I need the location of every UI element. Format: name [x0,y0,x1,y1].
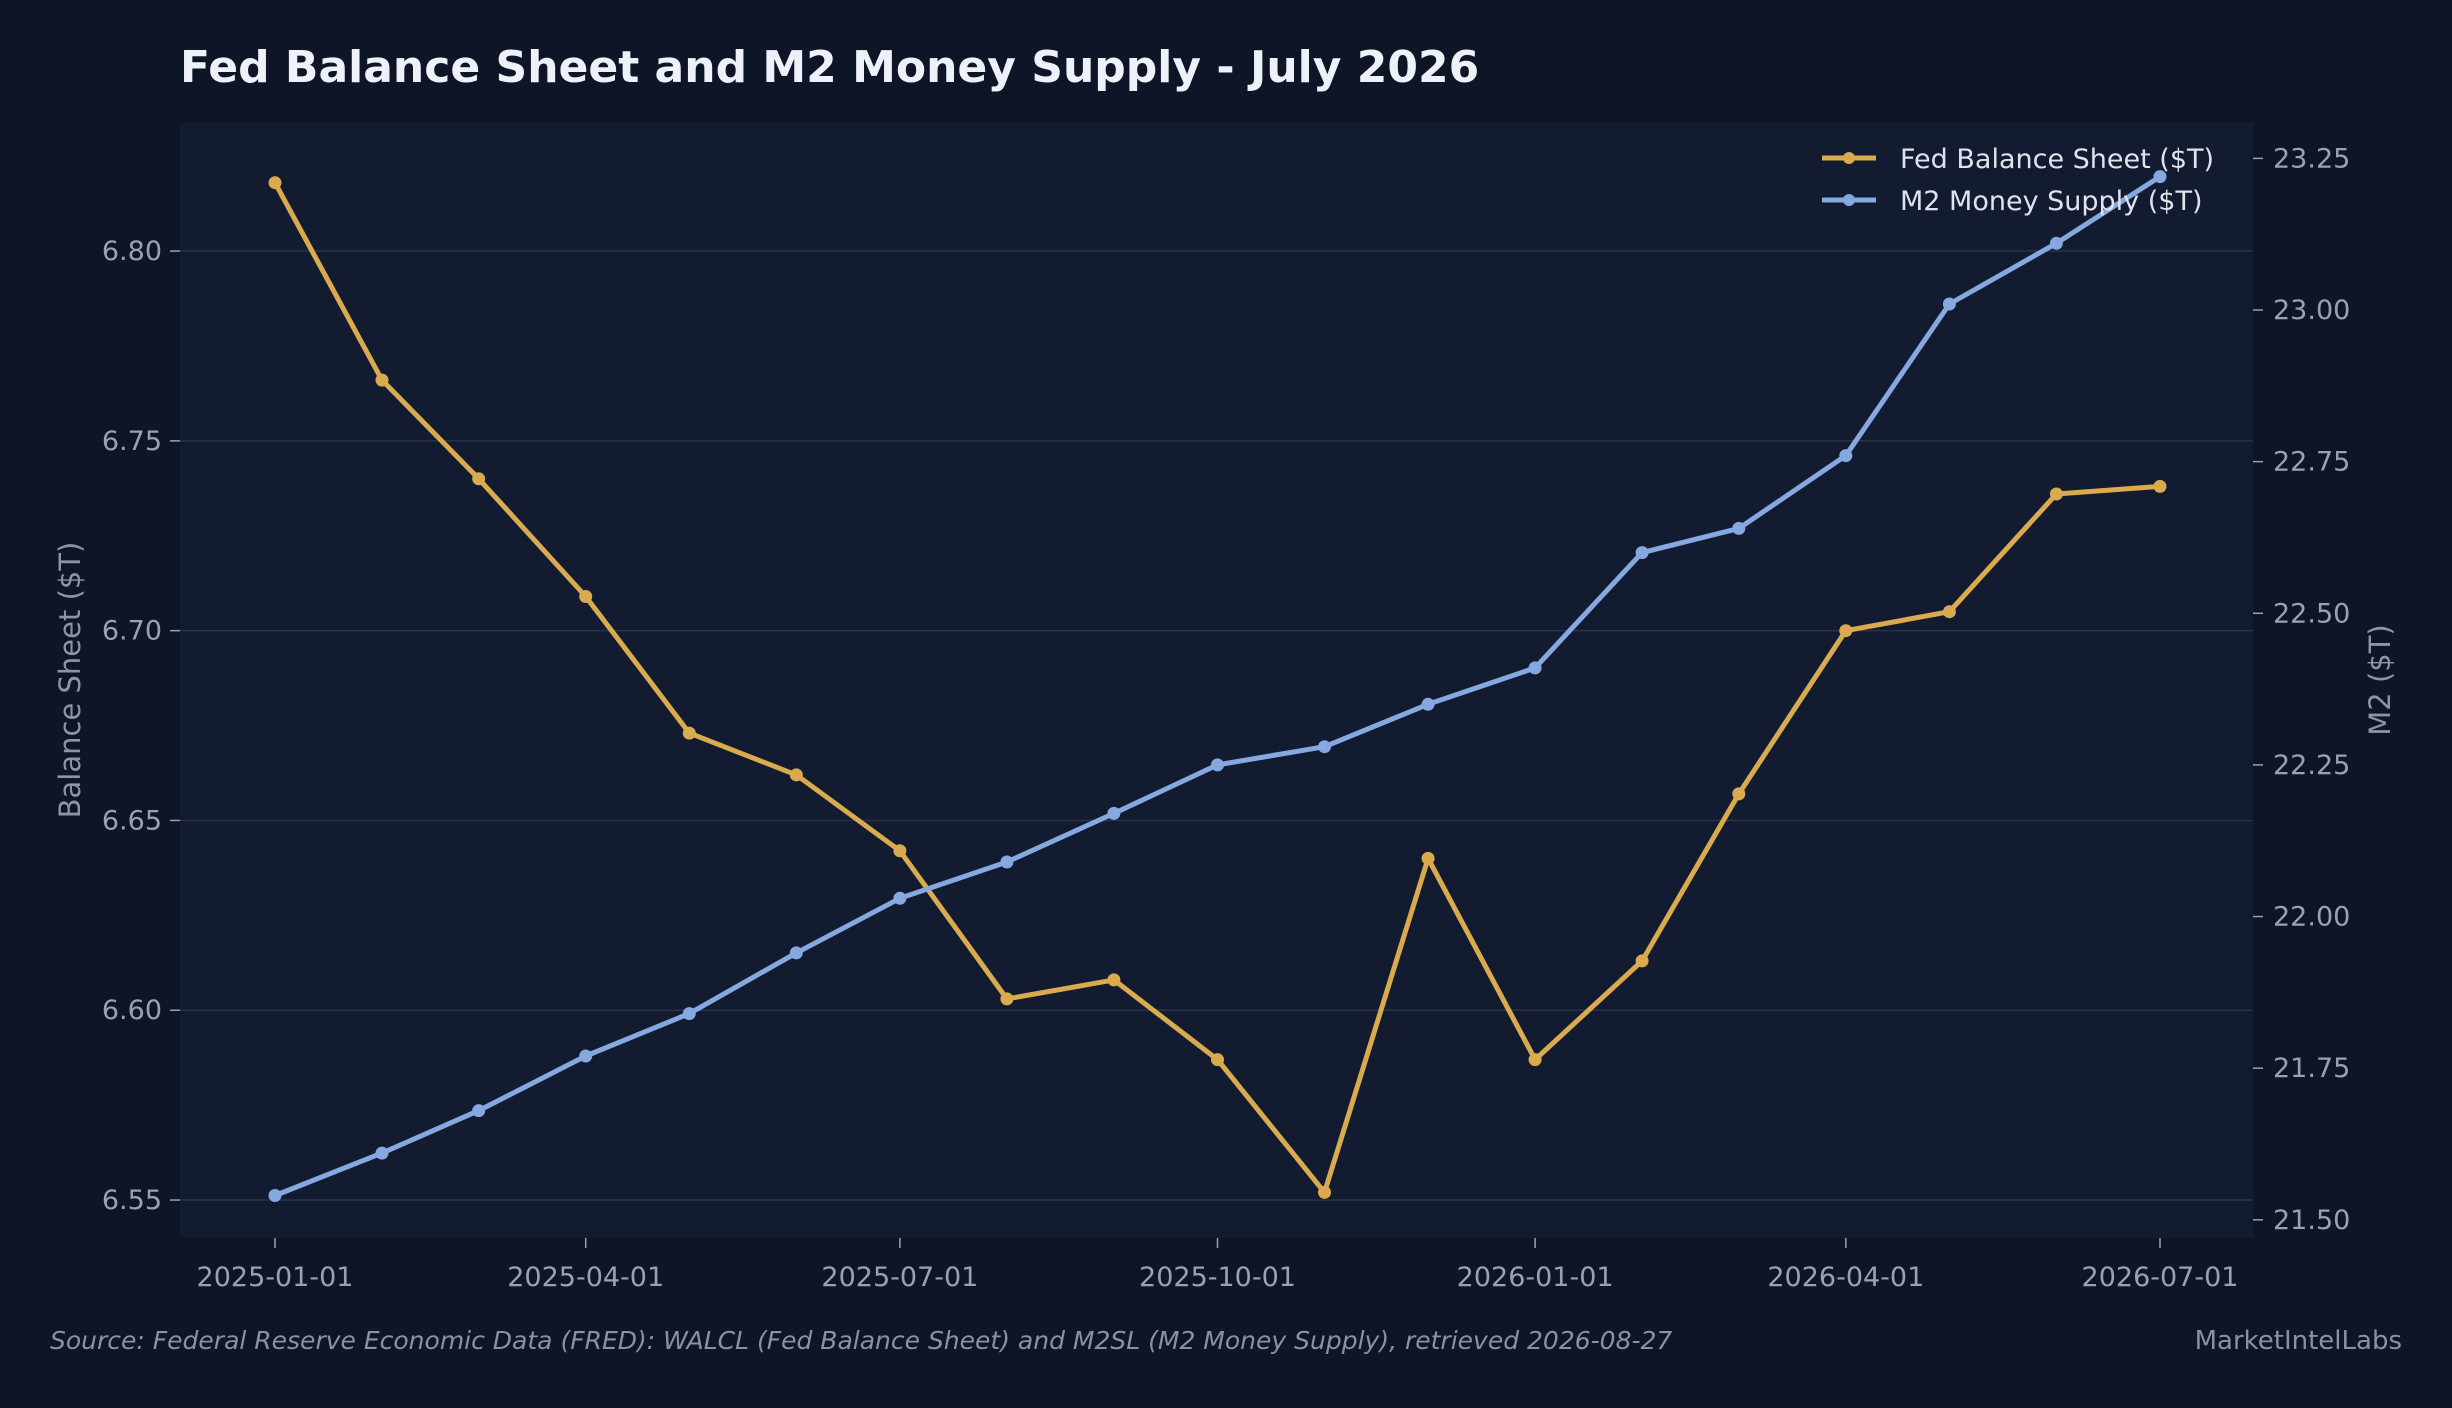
left-tick-label: 6.65 [102,805,162,836]
right-tick-label: 21.50 [2273,1205,2350,1236]
right-tick-label: 23.25 [2273,143,2350,174]
fed-balance-sheet-point [1421,851,1435,865]
m2-money-supply-point [1528,661,1542,675]
m2-money-supply-point [2153,170,2167,184]
legend-label-m2: M2 Money Supply ($T) [1900,186,2202,217]
fed-balance-sheet-point [375,373,389,387]
fed-balance-sheet-point [682,726,696,740]
grid-lines [180,250,2253,1201]
right-tick-label: 22.50 [2273,598,2350,629]
left-tick-label: 6.80 [102,236,162,267]
m2-money-supply-point [1839,449,1853,463]
legend-marker-fed [1843,152,1855,164]
left-tick-label: 6.75 [102,426,162,457]
series-layer [268,170,2167,1202]
brand-label: MarketIntelLabs [2195,1326,2402,1356]
m2-money-supply-point [893,891,907,905]
fed-balance-sheet-point [1528,1053,1542,1067]
m2-money-supply-point [1635,546,1649,560]
fed-balance-sheet-point [1318,1185,1331,1199]
source-note: Source: Federal Reserve Economic Data (F… [50,1326,1672,1355]
left-axis-label: Balance Sheet ($T) [53,542,87,819]
right-tick-label: 22.00 [2273,902,2350,933]
fed-balance-sheet-point [1211,1053,1224,1067]
x-tick-label: 2026-04-01 [1767,1262,1924,1293]
fed-balance-sheet-point [789,768,803,782]
plot-background [180,122,2253,1238]
chart-title: Fed Balance Sheet and M2 Money Supply - … [180,42,1479,93]
fed-balance-sheet-point [2049,487,2063,501]
fed-balance-sheet-point [579,590,593,603]
x-tick-label: 2026-01-01 [1457,1262,1614,1293]
left-tick-label: 6.60 [102,995,162,1026]
m2-money-supply-point [472,1104,486,1118]
left-y-axis: 6.55 6.60 6.65 6.70 6.75 6.80 [102,236,180,1216]
fed-balance-sheet-point [1000,992,1014,1006]
m2-money-supply-point [1211,758,1224,772]
m2-money-supply-point [682,1007,696,1021]
right-tick-label: 22.25 [2273,750,2350,781]
m2-money-supply-point [1318,740,1331,754]
x-tick-label: 2026-07-01 [2082,1262,2239,1293]
fed-balance-sheet-point [1942,605,1956,619]
m2-money-supply-point [1942,297,1956,311]
m2-money-supply-point [1107,806,1121,820]
legend: Fed Balance Sheet ($T) M2 Money Supply (… [1822,144,2214,217]
m2-money-supply-point [1732,521,1746,535]
m2-money-supply-point [579,1049,593,1063]
right-tick-label: 22.75 [2273,447,2350,478]
right-y-axis: 21.50 21.75 22.00 22.25 22.50 22.75 23.00 23.25 [2253,143,2350,1236]
legend-marker-m2 [1843,194,1855,206]
fed-balance-sheet-point [472,472,486,486]
m2-money-supply-point [1421,697,1435,711]
x-tick-label: 2025-10-01 [1139,1262,1296,1293]
x-tick-label: 2025-04-01 [507,1262,664,1293]
right-tick-label: 23.00 [2273,295,2350,326]
m2-money-supply-point [268,1189,282,1202]
x-tick-label: 2025-01-01 [197,1262,354,1293]
left-tick-label: 6.55 [102,1185,162,1216]
m2-money-supply-point [789,946,803,960]
fed-balance-sheet-point [893,844,907,858]
right-axis-label: M2 ($T) [2363,624,2397,735]
fed-balance-sheet-point [1107,973,1121,987]
m2-money-supply-point [2049,236,2063,250]
fed-balance-sheet-point [1732,787,1746,801]
fed-balance-sheet-point [1635,954,1649,968]
fed-balance-sheet-point [268,176,282,190]
left-tick-label: 6.70 [102,616,162,647]
fed-balance-sheet-point [2153,479,2167,493]
x-axis: 2025-01-01 2025-04-01 2025-07-01 2025-10-01… [197,1238,2239,1293]
m2-money-supply-point [1000,855,1014,869]
right-tick-label: 21.75 [2273,1053,2350,1084]
legend-label-fed: Fed Balance Sheet ($T) [1900,144,2214,175]
fed-balance-sheet-point [1839,624,1853,638]
x-tick-label: 2025-07-01 [821,1262,978,1293]
m2-money-supply-point [375,1146,389,1160]
